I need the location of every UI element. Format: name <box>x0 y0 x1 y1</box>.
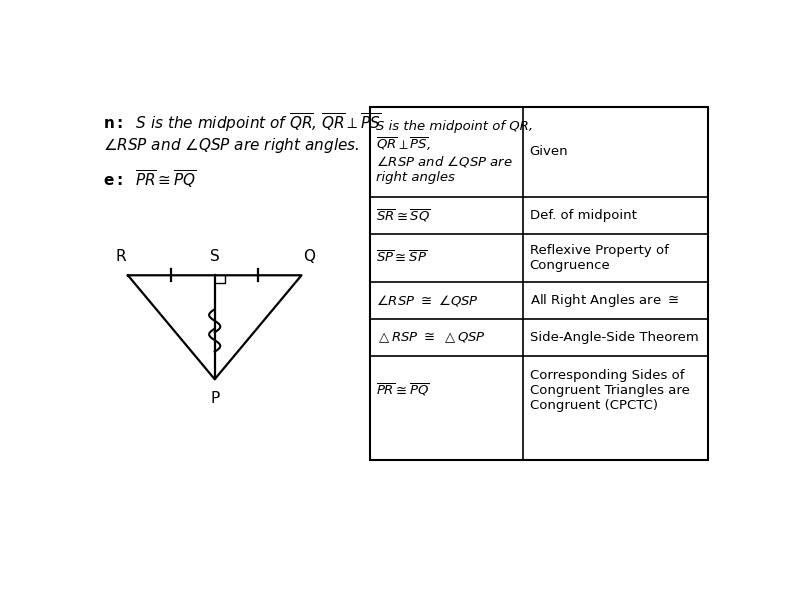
Text: S: S <box>210 249 219 264</box>
Bar <box>370 107 707 460</box>
Text: Side-Angle-Side Theorem: Side-Angle-Side Theorem <box>530 331 698 344</box>
Text: $\mathbf{n:}$  $S$ is the midpoint of $\overline{QR}$, $\overline{QR} \perp \ove: $\mathbf{n:}$ $S$ is the midpoint of $\o… <box>103 111 382 134</box>
Text: P: P <box>210 391 219 406</box>
Text: $\triangle$RSP $\cong$ $\triangle$QSP: $\triangle$RSP $\cong$ $\triangle$QSP <box>376 330 486 344</box>
Text: All Right Angles are $\cong$: All Right Angles are $\cong$ <box>530 292 678 308</box>
Text: $\mathbf{e:}$  $\overline{PR} \cong \overline{PQ}$: $\mathbf{e:}$ $\overline{PR} \cong \over… <box>103 169 197 191</box>
Text: Corresponding Sides of
Congruent Triangles are
Congruent (CPCTC): Corresponding Sides of Congruent Triangl… <box>530 369 690 412</box>
Text: $\angle$RSP $\cong$ $\angle$QSP: $\angle$RSP $\cong$ $\angle$QSP <box>376 293 478 308</box>
Text: $\overline{SP} \cong \overline{SP}$: $\overline{SP} \cong \overline{SP}$ <box>376 250 427 265</box>
Text: Q: Q <box>303 249 315 264</box>
Text: $\angle RSP$ and $\angle QSP$ are right angles.: $\angle RSP$ and $\angle QSP$ are right … <box>103 136 360 155</box>
Text: S is the midpoint of QR,
$\overline{QR} \perp \overline{PS}$,
$\angle$RSP and $\: S is the midpoint of QR, $\overline{QR} … <box>376 119 533 184</box>
Text: Reflexive Property of
Congruence: Reflexive Property of Congruence <box>530 244 669 272</box>
Text: $\overline{PR} \cong \overline{PQ}$: $\overline{PR} \cong \overline{PQ}$ <box>376 382 430 398</box>
Text: Given: Given <box>530 145 568 158</box>
Text: Def. of midpoint: Def. of midpoint <box>530 209 637 222</box>
Text: $\overline{SR} \cong \overline{SQ}$: $\overline{SR} \cong \overline{SQ}$ <box>376 207 430 224</box>
Text: R: R <box>115 249 126 264</box>
